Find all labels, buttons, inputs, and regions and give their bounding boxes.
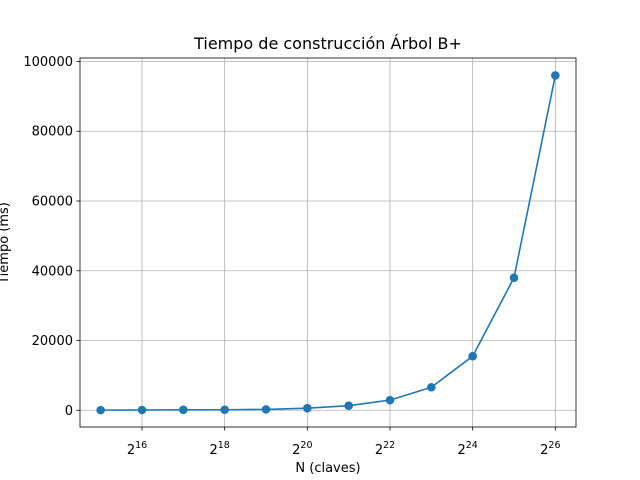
x-tick-base: 2: [127, 443, 135, 458]
data-point: [220, 405, 229, 415]
y-tick-label: 100000: [23, 55, 73, 70]
y-tick-label: 20000: [32, 334, 73, 349]
chart-title: Tiempo de construcción Árbol B+: [193, 34, 462, 53]
x-tick-label: 218: [209, 440, 229, 458]
x-tick-exponent: 22: [383, 440, 395, 451]
x-tick-label: 220: [292, 440, 312, 458]
x-axis-label: N (claves): [295, 461, 360, 476]
x-tick-exponent: 20: [300, 440, 312, 451]
grid-lines: [80, 58, 576, 427]
y-axis-label: Tiempo (ms): [0, 202, 12, 285]
data-point: [427, 382, 436, 392]
data-point: [137, 405, 147, 415]
data-point: [344, 401, 353, 411]
x-tick-exponent: 18: [218, 440, 230, 451]
data-point: [468, 351, 477, 361]
x-tick-base: 2: [292, 443, 300, 458]
x-tick-label: 224: [457, 440, 477, 458]
y-tick-label: 40000: [32, 264, 73, 279]
x-tick-label: 222: [375, 440, 395, 458]
x-tick-label: 216: [127, 440, 147, 458]
series-layer: [96, 71, 560, 415]
x-tick-base: 2: [209, 443, 217, 458]
data-point: [261, 405, 271, 414]
data-point: [385, 395, 395, 405]
y-tick-label: 60000: [32, 194, 73, 209]
x-tick-base: 2: [375, 443, 383, 458]
series-line: [100, 75, 557, 411]
data-point: [96, 405, 105, 415]
x-tick-base: 2: [457, 443, 465, 458]
data-point: [179, 405, 188, 415]
data-point: [551, 71, 560, 80]
y-tick-label: 80000: [32, 125, 73, 140]
x-tick-base: 2: [540, 443, 548, 458]
x-tick-label: 226: [540, 440, 560, 458]
x-tick-exponent: 26: [548, 440, 560, 451]
data-point: [303, 403, 312, 413]
x-tick-exponent: 24: [466, 440, 478, 451]
data-point: [509, 273, 519, 283]
y-tick-label: 0: [65, 404, 73, 419]
x-tick-exponent: 16: [135, 440, 147, 451]
plot-area-frame: [79, 57, 577, 428]
